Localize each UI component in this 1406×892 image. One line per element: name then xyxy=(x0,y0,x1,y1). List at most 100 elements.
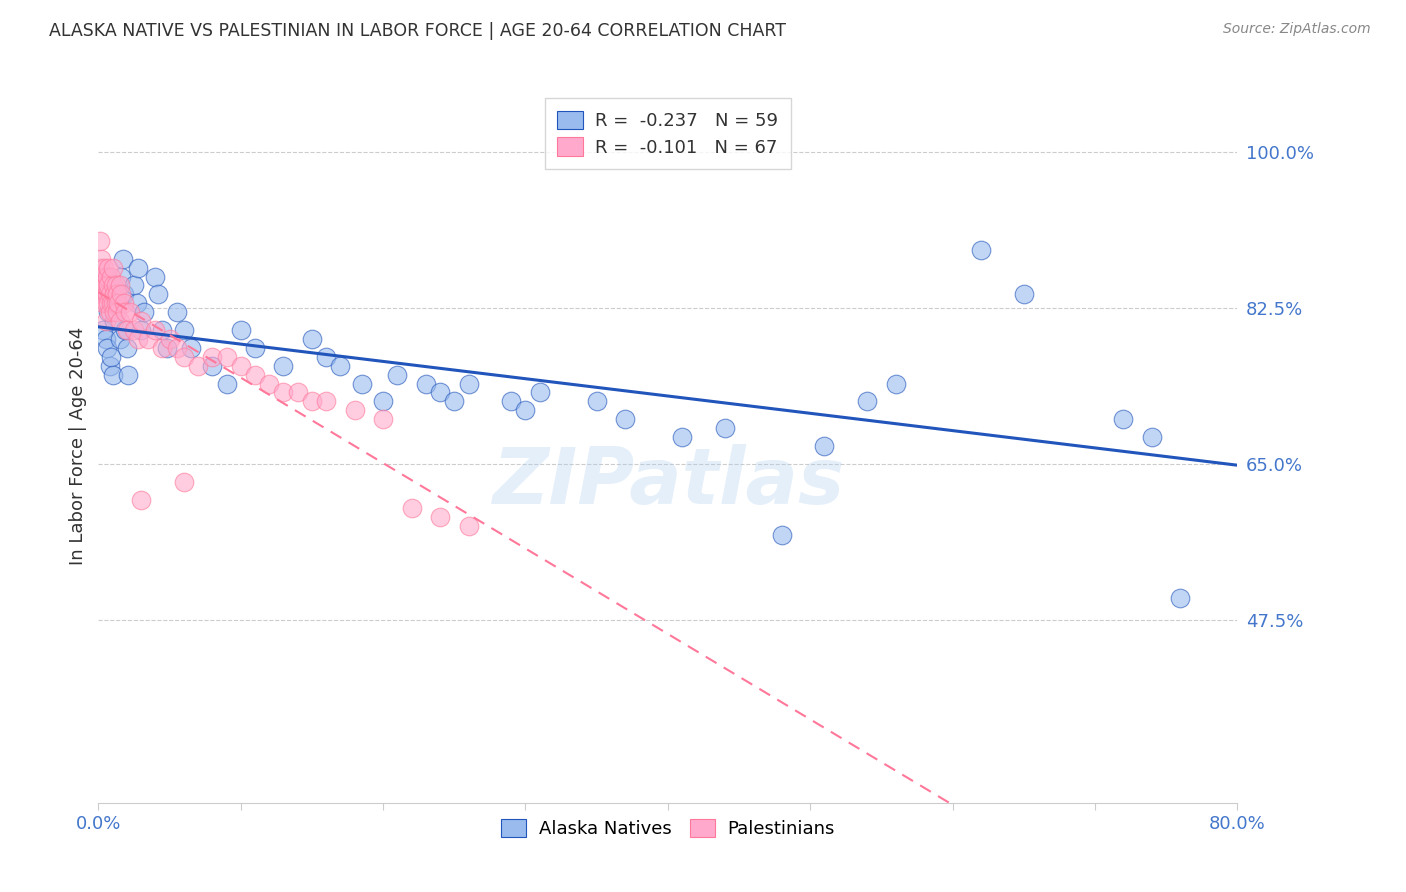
Point xyxy=(343,403,366,417)
Point xyxy=(415,376,437,391)
Point xyxy=(152,341,174,355)
Point xyxy=(101,368,124,382)
Point xyxy=(173,350,195,364)
Point xyxy=(884,376,907,391)
Point xyxy=(243,368,266,382)
Point xyxy=(105,305,128,319)
Point xyxy=(714,421,737,435)
Point xyxy=(166,341,188,355)
Point xyxy=(94,314,117,328)
Point xyxy=(813,439,835,453)
Point xyxy=(1112,412,1135,426)
Point xyxy=(93,287,115,301)
Point xyxy=(127,332,149,346)
Point xyxy=(429,385,451,400)
Point xyxy=(129,492,152,507)
Point xyxy=(97,260,120,275)
Point xyxy=(145,323,167,337)
Point xyxy=(215,350,238,364)
Point xyxy=(229,359,252,373)
Point xyxy=(100,350,122,364)
Point xyxy=(89,260,111,275)
Point xyxy=(315,350,337,364)
Point xyxy=(89,234,111,248)
Point xyxy=(329,359,352,373)
Point xyxy=(101,296,124,310)
Point xyxy=(166,305,188,319)
Point xyxy=(173,475,195,489)
Point xyxy=(104,278,127,293)
Point xyxy=(91,278,114,293)
Point xyxy=(259,376,281,391)
Point xyxy=(93,269,115,284)
Point xyxy=(104,296,127,310)
Point xyxy=(373,412,395,426)
Point xyxy=(112,287,135,301)
Point xyxy=(110,287,132,301)
Point xyxy=(115,341,138,355)
Point xyxy=(856,394,879,409)
Point xyxy=(970,243,993,257)
Point xyxy=(90,287,112,301)
Point xyxy=(125,296,148,310)
Point xyxy=(90,252,112,266)
Point xyxy=(501,394,523,409)
Legend: Alaska Natives, Palestinians: Alaska Natives, Palestinians xyxy=(492,810,844,847)
Point xyxy=(614,412,637,426)
Point xyxy=(215,376,238,391)
Point xyxy=(96,287,118,301)
Point xyxy=(273,385,295,400)
Point xyxy=(103,287,125,301)
Point xyxy=(107,296,129,310)
Point xyxy=(315,394,337,409)
Point xyxy=(129,314,152,328)
Point xyxy=(108,332,131,346)
Point xyxy=(100,296,122,310)
Point xyxy=(443,394,465,409)
Point xyxy=(136,332,159,346)
Point xyxy=(122,323,145,337)
Point xyxy=(114,323,136,337)
Point xyxy=(117,368,139,382)
Point xyxy=(114,305,136,319)
Point xyxy=(94,296,117,310)
Point xyxy=(111,252,134,266)
Point xyxy=(132,305,155,319)
Point xyxy=(97,305,120,319)
Point xyxy=(187,359,209,373)
Point xyxy=(585,394,607,409)
Point xyxy=(91,323,114,337)
Point xyxy=(97,278,120,293)
Point xyxy=(350,376,373,391)
Point xyxy=(115,323,138,337)
Point xyxy=(529,385,551,400)
Point xyxy=(180,341,202,355)
Point xyxy=(770,528,793,542)
Point xyxy=(110,269,132,284)
Point xyxy=(373,394,395,409)
Point xyxy=(127,260,149,275)
Point xyxy=(129,323,152,337)
Point xyxy=(229,323,252,337)
Point xyxy=(287,385,309,400)
Text: Source: ZipAtlas.com: Source: ZipAtlas.com xyxy=(1223,22,1371,37)
Point xyxy=(122,278,145,293)
Point xyxy=(387,368,409,382)
Point xyxy=(97,296,120,310)
Point xyxy=(1170,591,1192,605)
Point xyxy=(671,430,693,444)
Point xyxy=(94,332,117,346)
Point xyxy=(100,269,122,284)
Point xyxy=(98,287,121,301)
Point xyxy=(89,278,111,293)
Point xyxy=(148,287,170,301)
Point xyxy=(145,269,167,284)
Point xyxy=(104,296,127,310)
Point xyxy=(112,296,135,310)
Point xyxy=(94,278,117,293)
Point xyxy=(103,314,125,328)
Point xyxy=(96,341,118,355)
Point xyxy=(301,394,323,409)
Point xyxy=(93,260,115,275)
Point xyxy=(159,332,181,346)
